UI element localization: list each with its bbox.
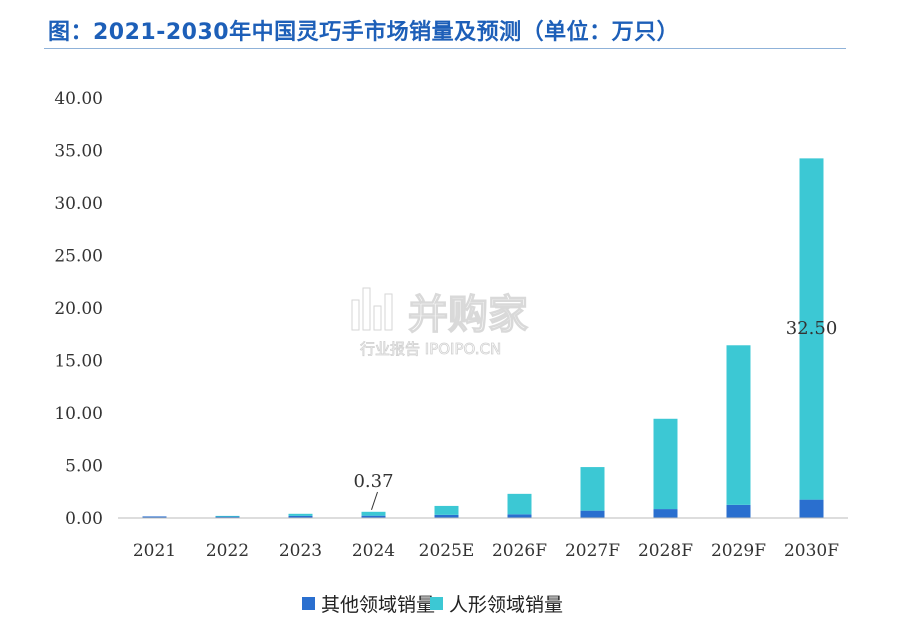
y-tick-label: 5.00 bbox=[65, 457, 103, 477]
bar-series bbox=[142, 158, 824, 518]
bar-segment-series1 bbox=[507, 493, 532, 515]
x-tick-label: 2027F bbox=[565, 541, 620, 561]
bar-segment-series0 bbox=[288, 515, 313, 518]
bar-segment-series0 bbox=[142, 516, 167, 518]
x-tick-label: 2029F bbox=[711, 541, 766, 561]
data-label: 0.37 bbox=[353, 471, 393, 492]
data-label: 32.50 bbox=[786, 318, 838, 339]
legend-label: 其他领域销量 bbox=[321, 594, 435, 616]
data-labels: 0.37 32.50 bbox=[353, 318, 837, 510]
x-tick-label: 2023 bbox=[279, 541, 322, 561]
bar-segment-series1 bbox=[288, 513, 313, 516]
bar-segment-series0 bbox=[434, 514, 459, 518]
bar-segment-series0 bbox=[799, 499, 824, 518]
bar-segment-series1 bbox=[215, 515, 240, 517]
y-tick-label: 35.00 bbox=[54, 142, 103, 162]
bar-segment-series1 bbox=[434, 505, 459, 515]
y-tick-label: 40.00 bbox=[54, 89, 103, 109]
watermark: 并购家 行业报告 IPOIPO.CN bbox=[351, 287, 529, 358]
watermark-logo-icon bbox=[351, 287, 393, 331]
y-tick-label: 30.00 bbox=[54, 194, 103, 214]
x-tick-label: 2021 bbox=[133, 541, 176, 561]
x-tick-label: 2028F bbox=[638, 541, 693, 561]
y-tick-label: 20.00 bbox=[54, 299, 103, 319]
page-title: 图：2021-2030年中国灵巧手市场销量及预测（单位：万只） bbox=[48, 20, 680, 45]
legend-label: 人形领域销量 bbox=[449, 594, 563, 616]
x-tick-label: 2025E bbox=[419, 541, 475, 561]
bar-segment-series0 bbox=[580, 510, 605, 518]
bar-segment-series0 bbox=[215, 516, 240, 518]
title-divider bbox=[44, 48, 846, 49]
x-tick-label: 2030F bbox=[784, 541, 839, 561]
y-axis-ticks: 0.00 5.00 10.00 15.00 20.00 25.00 30.00 35.00 40… bbox=[54, 89, 103, 529]
bar-segment-series0 bbox=[653, 509, 678, 518]
y-tick-label: 10.00 bbox=[54, 404, 103, 424]
x-axis-ticks: 2021 2022 2023 2024 2025E 2026F 2027F 2028F 2029… bbox=[133, 541, 839, 561]
legend-swatch bbox=[430, 597, 443, 610]
y-tick-label: 0.00 bbox=[65, 509, 103, 529]
bar-segment-series1 bbox=[653, 418, 678, 510]
data-label-leader bbox=[371, 491, 378, 510]
bar-segment-series1 bbox=[580, 467, 605, 511]
legend-swatch bbox=[302, 597, 315, 610]
bar-segment-series0 bbox=[726, 504, 751, 518]
watermark-brand: 并购家 bbox=[408, 292, 528, 338]
x-tick-label: 2024 bbox=[352, 541, 395, 561]
bar-segment-series1 bbox=[361, 511, 386, 516]
bar-segment-series0 bbox=[507, 514, 532, 518]
bar-segment-series1 bbox=[799, 158, 824, 500]
x-tick-label: 2026F bbox=[492, 541, 547, 561]
y-tick-label: 25.00 bbox=[54, 247, 103, 267]
y-tick-label: 15.00 bbox=[54, 352, 103, 372]
bar-segment-series0 bbox=[361, 515, 386, 518]
legend: 其他领域销量 人形领域销量 bbox=[302, 594, 563, 616]
bar-segment-series1 bbox=[726, 345, 751, 505]
watermark-subtitle: 行业报告 IPOIPO.CN bbox=[360, 340, 501, 358]
x-tick-label: 2022 bbox=[206, 541, 249, 561]
